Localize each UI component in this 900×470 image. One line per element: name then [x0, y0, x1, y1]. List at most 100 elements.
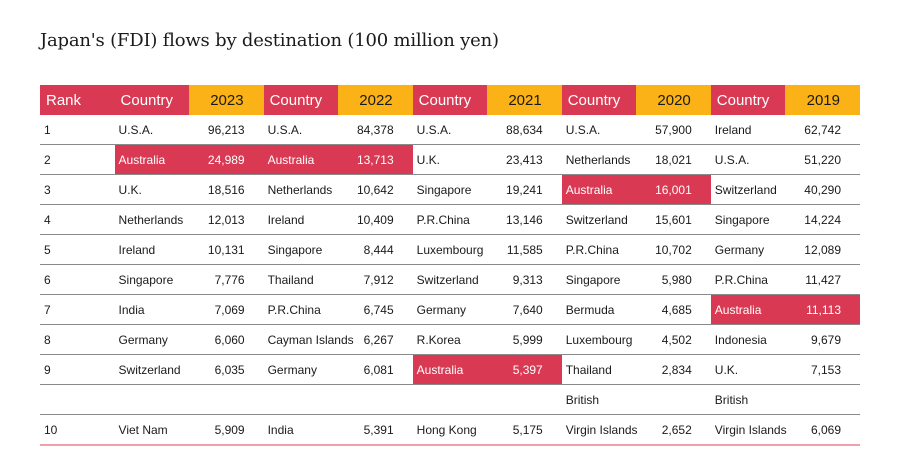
country-cell: Netherlands — [263, 174, 339, 205]
country-cell: Virgin Islands — [710, 414, 787, 446]
value-cell: 7,153 — [785, 354, 860, 385]
value-cell: 24,989 — [189, 144, 264, 175]
table-row: 9 Switzerland 6,035 Germany 6,081 Australia 5,… — [40, 354, 860, 385]
table-row: 3 U.K. 18,516 Netherlands 10,642 Singapore 19,… — [40, 174, 860, 205]
header-year: 2022 — [338, 85, 413, 115]
country-cell — [114, 384, 190, 415]
value-cell: 9,679 — [785, 324, 860, 355]
value-cell: 96,213 — [189, 115, 264, 145]
country-cell: Singapore — [710, 204, 786, 235]
value-cell: 84,378 — [338, 115, 413, 145]
country-cell: Thailand — [263, 264, 339, 295]
country-cell: P.R.China — [263, 294, 339, 325]
value-cell: 5,999 — [487, 324, 562, 355]
header-rank: Rank — [40, 85, 115, 115]
value-cell: 12,089 — [785, 234, 860, 265]
country-cell: Indonesia — [710, 324, 786, 355]
country-cell: U.K. — [710, 354, 786, 385]
header-country: Country — [114, 85, 190, 115]
country-cell: British — [710, 384, 786, 415]
rank-cell — [40, 384, 115, 415]
value-cell: 62,742 — [785, 115, 860, 145]
country-cell: Hong Kong — [412, 414, 488, 446]
value-cell: 5,397 — [487, 354, 562, 385]
country-cell: Switzerland — [710, 174, 786, 205]
country-cell: P.R.China — [412, 204, 488, 235]
rank-cell: 6 — [40, 264, 115, 295]
country-cell: U.S.A. — [561, 115, 637, 145]
value-cell: 51,220 — [785, 144, 860, 175]
header-year: 2021 — [487, 85, 562, 115]
country-cell: U.S.A. — [263, 115, 339, 145]
country-cell: Bermuda — [561, 294, 637, 325]
header-country: Country — [263, 85, 339, 115]
country-cell: Singapore — [114, 264, 190, 295]
rank-cell: 3 — [40, 174, 115, 205]
country-cell: Switzerland — [561, 204, 637, 235]
country-cell: Ireland — [114, 234, 190, 265]
country-cell: P.R.China — [561, 234, 637, 265]
header-country: Country — [561, 85, 637, 115]
value-cell: 7,912 — [338, 264, 413, 295]
value-cell: 10,131 — [189, 234, 264, 265]
country-cell: U.K. — [114, 174, 190, 205]
value-cell: 5,909 — [189, 414, 264, 446]
header-row: Rank Country 2023 Country 2022 Country 2021 Cou… — [40, 85, 860, 115]
country-cell: Netherlands — [561, 144, 637, 175]
country-cell: P.R.China — [710, 264, 786, 295]
rank-cell: 5 — [40, 234, 115, 265]
country-cell: India — [263, 414, 339, 446]
country-cell: Thailand — [561, 354, 637, 385]
value-cell: 8,444 — [338, 234, 413, 265]
country-cell: Singapore — [412, 174, 488, 205]
country-cell: Germany — [412, 294, 488, 325]
value-cell: 16,001 — [636, 174, 711, 205]
country-cell: Viet Nam — [114, 414, 190, 446]
value-cell: 11,427 — [785, 264, 860, 295]
country-cell: U.S.A. — [114, 115, 190, 145]
value-cell: 4,685 — [636, 294, 711, 325]
country-cell: Switzerland — [114, 354, 190, 385]
country-cell: Virgin Islands — [561, 414, 638, 446]
page-title: Japan's (FDI) flows by destination (100 … — [40, 30, 499, 51]
rank-cell: 7 — [40, 294, 115, 325]
value-cell — [785, 384, 860, 415]
table-row: 5 Ireland 10,131 Singapore 8,444 Luxembourg 11… — [40, 234, 860, 265]
value-cell: 15,601 — [636, 204, 711, 235]
country-cell: British — [561, 384, 637, 415]
rank-cell: 8 — [40, 324, 115, 355]
rank-cell: 2 — [40, 144, 115, 175]
table-row: 10 Viet Nam 5,909 India 5,391 Hong Kong 5,175 V… — [40, 414, 860, 446]
country-cell: Cayman Islands — [263, 324, 354, 355]
value-cell: 5,391 — [338, 414, 413, 446]
rank-cell: 4 — [40, 204, 115, 235]
value-cell: 13,713 — [338, 144, 413, 175]
header-country: Country — [710, 85, 786, 115]
value-cell: 6,060 — [189, 324, 264, 355]
country-cell: Australia — [114, 144, 190, 175]
value-cell: 6,069 — [785, 414, 860, 446]
value-cell: 12,013 — [189, 204, 264, 235]
fdi-table: Rank Country 2023 Country 2022 Country 2021 Cou… — [40, 85, 860, 446]
table-row-continuation: British British — [40, 384, 860, 415]
value-cell: 7,776 — [189, 264, 264, 295]
value-cell: 19,241 — [487, 174, 562, 205]
value-cell: 6,745 — [338, 294, 413, 325]
value-cell: 6,081 — [338, 354, 413, 385]
value-cell: 57,900 — [636, 115, 711, 145]
value-cell: 5,175 — [487, 414, 562, 446]
country-cell: Singapore — [561, 264, 637, 295]
table-row: 7 India 7,069 P.R.China 6,745 Germany 7,640 Ber… — [40, 294, 860, 325]
value-cell — [636, 384, 711, 415]
value-cell: 11,585 — [487, 234, 562, 265]
header-year: 2023 — [189, 85, 264, 115]
rank-cell: 1 — [40, 115, 115, 145]
country-cell: Germany — [710, 234, 786, 265]
country-cell: India — [114, 294, 190, 325]
table-row: 1 U.S.A. 96,213 U.S.A. 84,378 U.S.A. 88,634 U.S… — [40, 115, 860, 145]
value-cell: 5,980 — [636, 264, 711, 295]
value-cell: 23,413 — [487, 144, 562, 175]
country-cell: Australia — [263, 144, 339, 175]
rank-cell: 10 — [40, 414, 115, 446]
value-cell: 18,021 — [636, 144, 711, 175]
